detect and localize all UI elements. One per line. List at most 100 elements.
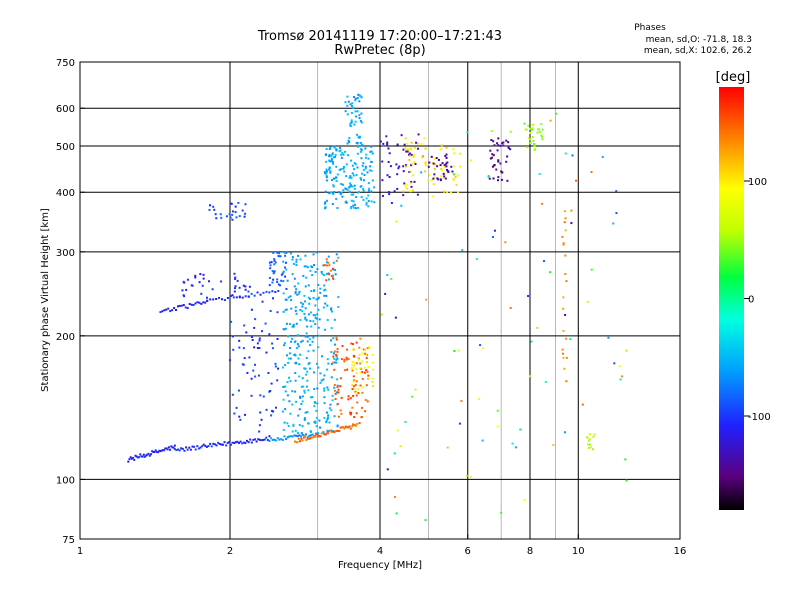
data-point — [432, 183, 435, 186]
data-point — [315, 425, 318, 428]
data-point — [411, 395, 414, 398]
data-point — [342, 167, 345, 170]
data-point — [291, 403, 294, 406]
data-point — [405, 165, 408, 168]
data-point — [408, 171, 411, 174]
data-point — [361, 164, 364, 167]
data-point — [312, 264, 315, 267]
data-point — [531, 135, 534, 138]
data-point — [294, 341, 297, 344]
data-point — [402, 170, 405, 173]
data-point — [313, 387, 316, 390]
x-tick-label: 1 — [77, 546, 83, 557]
data-point — [452, 173, 455, 176]
data-point — [317, 308, 320, 311]
data-point — [445, 153, 448, 156]
data-point — [254, 363, 257, 366]
data-point — [213, 443, 216, 446]
data-point — [355, 412, 358, 415]
data-point — [191, 445, 194, 448]
data-point — [409, 182, 412, 185]
data-point — [437, 158, 440, 161]
data-point — [173, 307, 176, 310]
data-point — [432, 195, 435, 198]
data-point — [358, 135, 361, 138]
chart-title: Tromsø 20141119 17:20:00–17:21:43 — [257, 29, 502, 44]
data-point — [523, 499, 526, 502]
x-tick-label: 16 — [674, 546, 687, 557]
data-point — [389, 165, 392, 168]
data-point — [499, 162, 502, 165]
data-point — [145, 454, 148, 457]
data-point — [158, 449, 161, 452]
data-point — [303, 391, 306, 394]
data-point — [530, 340, 533, 343]
data-point — [315, 433, 318, 436]
data-point — [615, 212, 618, 215]
data-point — [329, 269, 332, 272]
data-point — [359, 384, 362, 387]
data-point — [335, 338, 338, 341]
data-point — [268, 284, 271, 287]
data-point — [319, 435, 322, 438]
data-point — [507, 141, 510, 144]
data-point — [286, 394, 289, 397]
data-point — [310, 325, 313, 328]
data-point — [204, 301, 207, 304]
data-point — [282, 385, 285, 388]
data-point — [302, 274, 305, 277]
data-point — [230, 320, 233, 323]
data-point — [180, 304, 183, 307]
data-point — [404, 146, 407, 149]
data-point — [409, 190, 412, 193]
data-point — [346, 142, 349, 145]
data-point — [331, 179, 334, 182]
data-point — [265, 408, 268, 411]
data-point — [235, 216, 238, 219]
data-point — [181, 447, 184, 450]
data-point — [325, 175, 328, 178]
data-point — [369, 150, 372, 153]
data-point — [330, 327, 333, 330]
data-point — [440, 169, 443, 172]
data-point — [231, 213, 234, 216]
data-point — [348, 182, 351, 185]
data-point — [182, 294, 185, 297]
data-point — [386, 274, 389, 277]
data-point — [239, 418, 242, 421]
data-point — [284, 390, 287, 393]
data-point — [129, 456, 132, 459]
data-point — [305, 276, 308, 279]
data-point — [346, 154, 349, 157]
data-point — [229, 359, 232, 362]
data-point — [404, 137, 407, 140]
data-point — [236, 279, 239, 282]
data-point — [312, 296, 315, 299]
data-point — [358, 117, 361, 120]
data-point — [404, 185, 407, 188]
data-point — [298, 395, 301, 398]
data-point — [320, 270, 323, 273]
data-point — [324, 202, 327, 205]
data-point — [324, 190, 327, 193]
data-point — [309, 396, 312, 399]
data-point — [202, 301, 205, 304]
data-point — [356, 110, 359, 113]
data-point — [586, 300, 589, 303]
data-point — [424, 519, 427, 522]
data-point — [282, 292, 285, 295]
data-point — [241, 296, 244, 299]
data-point — [190, 303, 193, 306]
data-point — [367, 205, 370, 208]
data-point — [569, 338, 572, 341]
data-point — [326, 319, 329, 322]
data-point — [313, 401, 316, 404]
data-point — [322, 264, 325, 267]
data-point — [356, 133, 359, 136]
data-point — [370, 160, 373, 163]
data-point — [364, 399, 367, 402]
data-point — [237, 441, 240, 444]
data-point — [410, 162, 413, 165]
data-point — [440, 144, 443, 147]
data-point — [607, 336, 610, 339]
